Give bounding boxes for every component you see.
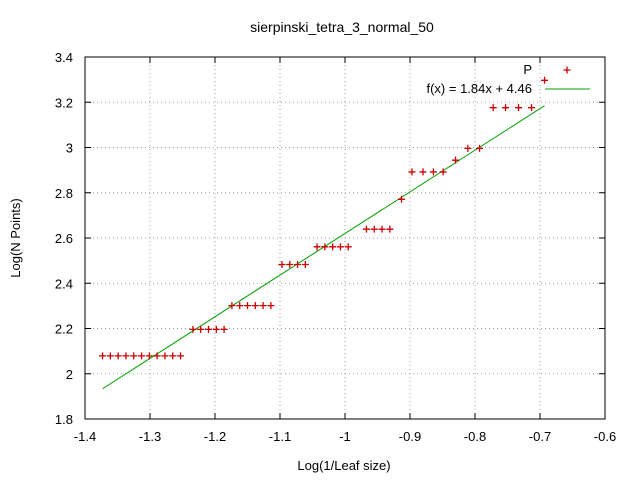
data-point <box>515 104 523 112</box>
data-point <box>267 302 275 310</box>
data-point <box>169 352 177 360</box>
y-tick-label: 3.2 <box>55 95 73 110</box>
data-point <box>106 352 114 360</box>
data-point <box>439 168 447 176</box>
y-tick-label: 3 <box>66 141 73 156</box>
x-tick-label: -0.8 <box>464 429 486 444</box>
data-point <box>476 144 484 152</box>
data-point <box>528 104 536 112</box>
data-point <box>378 225 386 233</box>
x-tick-label: -1.2 <box>204 429 226 444</box>
data-point <box>236 302 244 310</box>
data-point <box>177 352 185 360</box>
legend-marker-p <box>563 66 571 74</box>
x-tick-label: -0.7 <box>529 429 551 444</box>
x-tick-label: -1.3 <box>139 429 161 444</box>
data-point <box>489 104 497 112</box>
y-tick-label: 2 <box>66 367 73 382</box>
y-tick-label: 2.6 <box>55 231 73 246</box>
data-point <box>189 325 197 333</box>
y-tick-label: 1.8 <box>55 412 73 427</box>
data-point <box>220 325 228 333</box>
data-point <box>286 260 294 268</box>
x-tick-label: -1 <box>339 429 351 444</box>
x-tick-label: -1.1 <box>269 429 291 444</box>
data-point <box>452 156 459 164</box>
data-point <box>313 243 321 251</box>
data-point <box>321 243 329 251</box>
y-tick-label: 2.8 <box>55 186 73 201</box>
data-point <box>138 352 146 360</box>
legend-label-p: P <box>523 62 532 77</box>
data-point <box>114 352 122 360</box>
data-point <box>251 302 259 310</box>
data-point <box>145 352 153 360</box>
data-point <box>161 352 169 360</box>
data-point <box>130 352 138 360</box>
y-axis-label: Log(N Points) <box>8 198 23 277</box>
data-point <box>429 168 437 176</box>
data-point <box>398 195 406 203</box>
data-point <box>329 243 337 251</box>
data-point <box>419 168 427 176</box>
data-point <box>228 302 236 310</box>
data-point <box>541 76 549 84</box>
data-point <box>278 260 286 268</box>
y-tick-label: 2.2 <box>55 322 73 337</box>
data-point <box>362 225 370 233</box>
x-tick-label: -0.9 <box>399 429 421 444</box>
data-point <box>301 260 309 268</box>
data-point <box>408 168 416 176</box>
data-point <box>370 225 378 233</box>
data-point <box>336 243 344 251</box>
grid-lines <box>85 57 605 419</box>
axes: -1.4 -1.3 -1.2 -1.1 -1 -0.9 -0.8 -0.7 -0.6 1.8 2 2.… <box>55 50 616 444</box>
y-tick-label: 3.4 <box>55 50 73 65</box>
legend-label-fit: f(x) = 1.84x + 4.46 <box>426 81 532 96</box>
data-point <box>122 352 130 360</box>
data-point <box>294 260 302 268</box>
x-tick-label: -1.4 <box>74 429 96 444</box>
chart-title: sierpinski_tetra_3_normal_50 <box>250 19 434 35</box>
data-point <box>464 144 472 152</box>
data-point <box>344 243 352 251</box>
y-tick-label: 2.4 <box>55 276 73 291</box>
x-axis-label: Log(1/Leaf size) <box>297 458 390 473</box>
data-point <box>386 225 394 233</box>
x-tick-label: -0.6 <box>594 429 616 444</box>
legend: P f(x) = 1.84x + 4.46 <box>426 62 590 96</box>
data-points <box>99 76 549 360</box>
data-point <box>205 325 212 333</box>
data-point <box>197 325 205 333</box>
data-point <box>259 302 267 310</box>
data-point <box>212 325 220 333</box>
data-point <box>244 302 251 310</box>
data-point <box>502 104 510 112</box>
data-point <box>153 352 161 360</box>
data-point <box>99 352 107 360</box>
